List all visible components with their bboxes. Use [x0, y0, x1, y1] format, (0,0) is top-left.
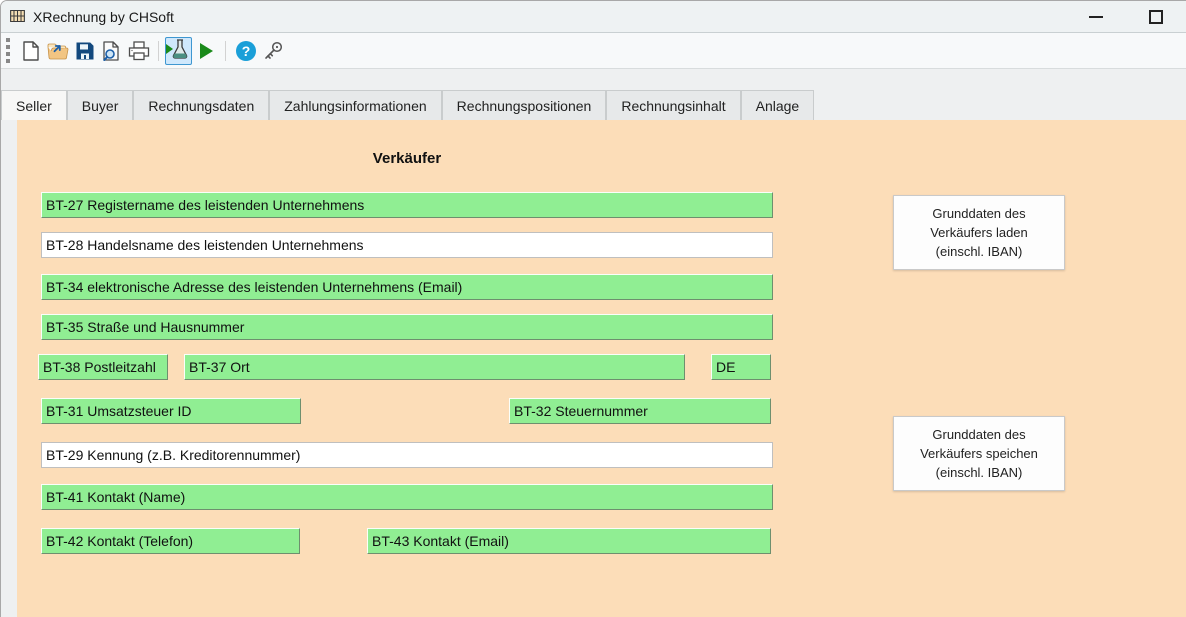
svg-text:?: ?: [241, 43, 250, 59]
